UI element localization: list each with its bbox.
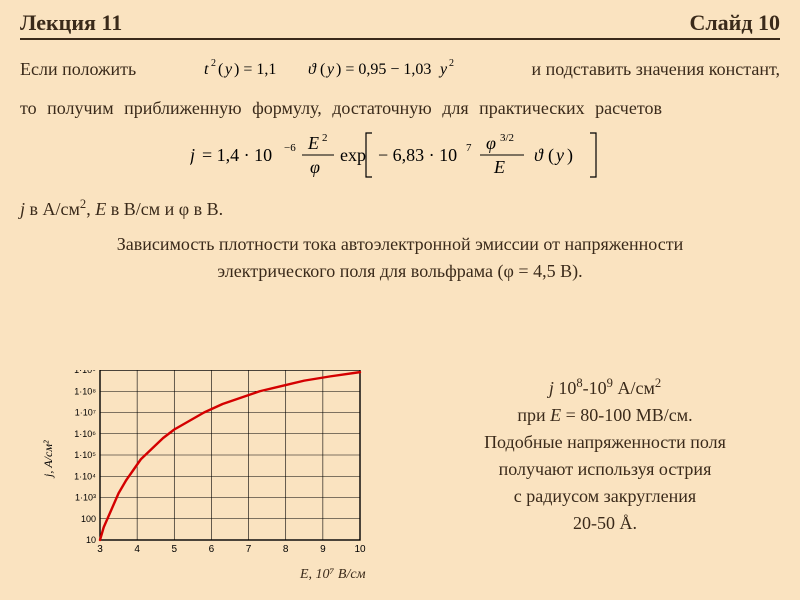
lecture-number: Лекция 11 [20, 10, 122, 36]
svg-text:7: 7 [466, 142, 472, 154]
svg-text:1·10³: 1·10³ [75, 493, 96, 503]
svg-text:): ) [567, 145, 573, 166]
svg-text:E: E [493, 157, 505, 177]
svg-text:1·10⁵: 1·10⁵ [74, 450, 96, 460]
formula-small: t 2 ( y ) = 1,1 ϑ ( y ) = 0,95 − 1,03 y … [204, 56, 464, 84]
svg-text:1·10⁷: 1·10⁷ [75, 408, 96, 418]
svg-text:3/2: 3/2 [500, 132, 514, 144]
note-line-3: с радиусом закругления [440, 486, 770, 507]
note-line-1: Подобные напряженности поля [440, 432, 770, 453]
svg-text:j: j [190, 145, 195, 165]
note-line-4: 20-50 Å. [440, 513, 770, 534]
slide-header: Лекция 11 Слайд 10 [20, 10, 780, 40]
emission-chart: 3 4 5 6 7 8 9 10 10 100 1·10³ 1·10⁴ 1·10⁵ 1·10⁶ 1·10⁷ 1… [40, 370, 380, 560]
note-line-2: получают используя острия [440, 459, 770, 480]
dependence-line-1: Зависимость плотности тока автоэлектронн… [20, 234, 780, 255]
svg-text:4: 4 [134, 544, 140, 555]
svg-text:(: ( [320, 61, 325, 78]
svg-text:exp: exp [340, 145, 366, 165]
svg-text:1·10⁹: 1·10⁹ [74, 370, 96, 375]
svg-text:φ: φ [310, 157, 320, 177]
svg-text:1·10⁴: 1·10⁴ [74, 471, 96, 481]
units-line: j в А/см2, E в В/см и φ в В. [20, 197, 780, 220]
svg-text:2: 2 [449, 58, 454, 69]
E-symbol: E [95, 199, 106, 219]
svg-text:1·10⁸: 1·10⁸ [74, 386, 96, 396]
intro-left: Если положить [20, 59, 136, 80]
formula-main: j = 1,4 · 10 −6 E 2 φ exp − 6,83 · 10 7 … [190, 127, 610, 183]
chart-block: 3 4 5 6 7 8 9 10 10 100 1·10³ 1·10⁴ 1·10⁵ 1·10⁶ 1·10⁷ 1… [40, 370, 380, 583]
svg-text:j, А/см²: j, А/см² [41, 440, 55, 479]
svg-text:y: y [223, 61, 233, 78]
current-density-range: j 108-109 А/см2 [440, 376, 770, 399]
right-text-block: j 108-109 А/см2 при E = 80-100 МВ/см. По… [440, 370, 770, 540]
svg-text:−6: −6 [284, 142, 296, 154]
svg-text:E: E [307, 133, 319, 153]
svg-text:3: 3 [97, 544, 103, 555]
intro-line: Если положить t 2 ( y ) = 1,1 ϑ ( y ) = … [20, 54, 780, 84]
svg-text:y: y [438, 61, 448, 78]
svg-text:= 1,4 · 10: = 1,4 · 10 [202, 145, 272, 165]
svg-text:− 6,83 · 10: − 6,83 · 10 [378, 145, 457, 165]
svg-text:y: y [554, 145, 564, 165]
svg-text:2: 2 [322, 132, 328, 144]
svg-text:5: 5 [172, 544, 178, 555]
dependence-line-2: электрического поля для вольфрама (φ = 4… [20, 261, 780, 282]
field-range: при E = 80-100 МВ/см. [440, 405, 770, 426]
svg-text:(: ( [218, 61, 223, 78]
svg-text:1·10⁶: 1·10⁶ [74, 429, 96, 439]
svg-text:) = 0,95 − 1,03: ) = 0,95 − 1,03 [336, 61, 431, 78]
svg-text:t: t [204, 61, 209, 78]
middle-text: то получим приближенную формулу, достато… [20, 98, 780, 119]
svg-text:7: 7 [246, 544, 252, 555]
x-axis-label: E, 10⁷ В/см [300, 567, 380, 583]
svg-text:10: 10 [354, 544, 366, 555]
svg-text:100: 100 [81, 514, 96, 524]
svg-text:6: 6 [209, 544, 215, 555]
svg-text:ϑ: ϑ [308, 61, 317, 78]
svg-text:ϑ: ϑ [534, 145, 544, 165]
slide-number: Слайд 10 [689, 10, 780, 36]
svg-text:2: 2 [211, 58, 216, 69]
svg-text:8: 8 [283, 544, 289, 555]
svg-text:y: y [325, 61, 335, 78]
svg-text:(: ( [548, 145, 554, 166]
svg-text:10: 10 [86, 535, 96, 545]
svg-text:) = 1,1: ) = 1,1 [234, 61, 276, 78]
svg-text:φ: φ [486, 133, 496, 153]
intro-right: и подставить значения констант, [532, 59, 780, 80]
svg-text:9: 9 [320, 544, 326, 555]
